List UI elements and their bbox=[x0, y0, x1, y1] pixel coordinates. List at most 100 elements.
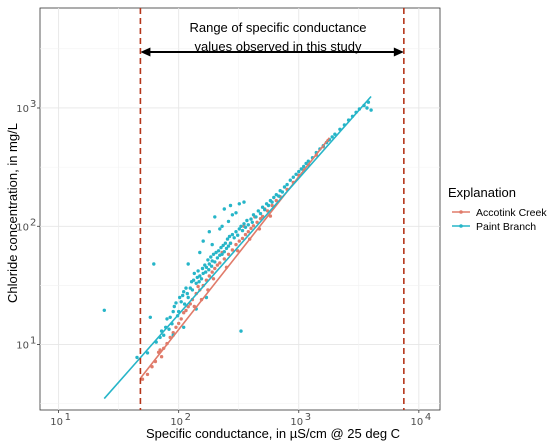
data-point bbox=[226, 252, 231, 256]
data-point bbox=[165, 317, 169, 321]
x-axis-ticks: 10 1 10 2 10 3 10 4 bbox=[50, 410, 431, 428]
data-point bbox=[230, 248, 235, 252]
data-point bbox=[206, 258, 210, 262]
data-point bbox=[274, 198, 278, 203]
data-point bbox=[232, 236, 236, 240]
data-point bbox=[194, 281, 198, 285]
data-point bbox=[213, 266, 217, 271]
data-point bbox=[196, 284, 200, 289]
data-point bbox=[230, 213, 235, 217]
data-point bbox=[236, 249, 240, 253]
data-point bbox=[280, 190, 285, 194]
data-point bbox=[209, 264, 214, 268]
legend: Explanation Accotink Creek Paint Branch bbox=[448, 185, 547, 233]
data-point bbox=[186, 305, 190, 309]
data-point bbox=[168, 315, 172, 319]
data-point bbox=[240, 236, 245, 241]
data-point bbox=[218, 261, 222, 265]
data-point bbox=[228, 203, 233, 208]
data-point bbox=[249, 226, 253, 231]
data-point bbox=[251, 224, 256, 228]
data-point bbox=[216, 249, 221, 253]
y-tick-label: 10 bbox=[16, 341, 29, 352]
data-point bbox=[162, 333, 166, 337]
x-axis-title: Specific conductance, in µS/cm @ 25 deg … bbox=[146, 426, 400, 441]
data-point bbox=[237, 202, 241, 206]
data-point bbox=[171, 309, 175, 314]
data-point bbox=[256, 209, 260, 213]
data-point bbox=[277, 194, 281, 198]
data-point bbox=[182, 311, 186, 315]
y-tick-exponent: 2 bbox=[30, 217, 36, 228]
data-point bbox=[268, 214, 273, 218]
data-point bbox=[172, 304, 176, 309]
data-point bbox=[210, 242, 214, 247]
data-point bbox=[182, 325, 186, 329]
data-point bbox=[226, 219, 231, 224]
data-point bbox=[207, 274, 211, 278]
data-point bbox=[270, 200, 274, 204]
data-point bbox=[222, 257, 226, 261]
data-point bbox=[258, 211, 263, 216]
data-point bbox=[272, 195, 276, 200]
data-point bbox=[209, 255, 213, 259]
data-point bbox=[211, 252, 216, 256]
data-point bbox=[288, 178, 292, 182]
data-point bbox=[333, 132, 337, 136]
data-point bbox=[201, 239, 205, 243]
grid-lines bbox=[40, 8, 440, 410]
data-point bbox=[204, 270, 208, 274]
data-point bbox=[237, 239, 241, 243]
data-point bbox=[190, 288, 195, 292]
x-tick-label: 10 bbox=[410, 417, 423, 428]
data-point bbox=[224, 246, 229, 251]
data-point bbox=[266, 203, 271, 208]
data-point bbox=[260, 205, 265, 209]
plot-panel bbox=[39, 7, 441, 411]
data-point bbox=[218, 227, 222, 231]
data-point bbox=[227, 234, 232, 239]
data-point bbox=[255, 220, 259, 224]
data-point bbox=[237, 227, 241, 231]
range-annotation: Range of specific conductance values obs… bbox=[140, 20, 404, 57]
data-point bbox=[204, 295, 209, 300]
x-tick-label: 10 bbox=[170, 417, 183, 428]
data-point bbox=[250, 220, 254, 224]
y-tick-exponent: 1 bbox=[30, 336, 36, 347]
fit-line-1 bbox=[139, 137, 331, 379]
data-point bbox=[167, 327, 171, 331]
data-point bbox=[174, 325, 178, 329]
data-point bbox=[243, 225, 248, 229]
legend-key-point bbox=[459, 224, 463, 228]
data-point bbox=[222, 207, 226, 211]
data-point bbox=[201, 271, 205, 276]
data-point bbox=[102, 308, 107, 312]
data-point bbox=[243, 232, 248, 237]
legend-label: Paint Branch bbox=[476, 221, 536, 233]
data-point bbox=[263, 208, 267, 212]
data-point bbox=[270, 203, 274, 208]
data-point bbox=[228, 241, 233, 245]
data-point bbox=[159, 355, 164, 359]
data-point bbox=[204, 265, 209, 269]
data-point bbox=[220, 252, 224, 256]
annotation-line-1: Range of specific conductance bbox=[189, 20, 366, 35]
data-point bbox=[225, 237, 230, 241]
data-point bbox=[223, 241, 228, 245]
range-arrow-right-head bbox=[393, 47, 404, 57]
data-point bbox=[213, 215, 217, 219]
data-point bbox=[330, 135, 334, 139]
data-point bbox=[174, 301, 178, 305]
data-point bbox=[226, 244, 231, 248]
y-tick-exponent: 3 bbox=[30, 99, 36, 110]
series-layer bbox=[102, 95, 373, 400]
range-lines bbox=[139, 8, 405, 410]
data-point bbox=[210, 270, 214, 274]
data-point bbox=[145, 372, 150, 377]
data-point bbox=[369, 108, 373, 112]
data-point bbox=[239, 224, 243, 228]
data-point bbox=[199, 277, 204, 281]
data-point bbox=[219, 245, 223, 250]
